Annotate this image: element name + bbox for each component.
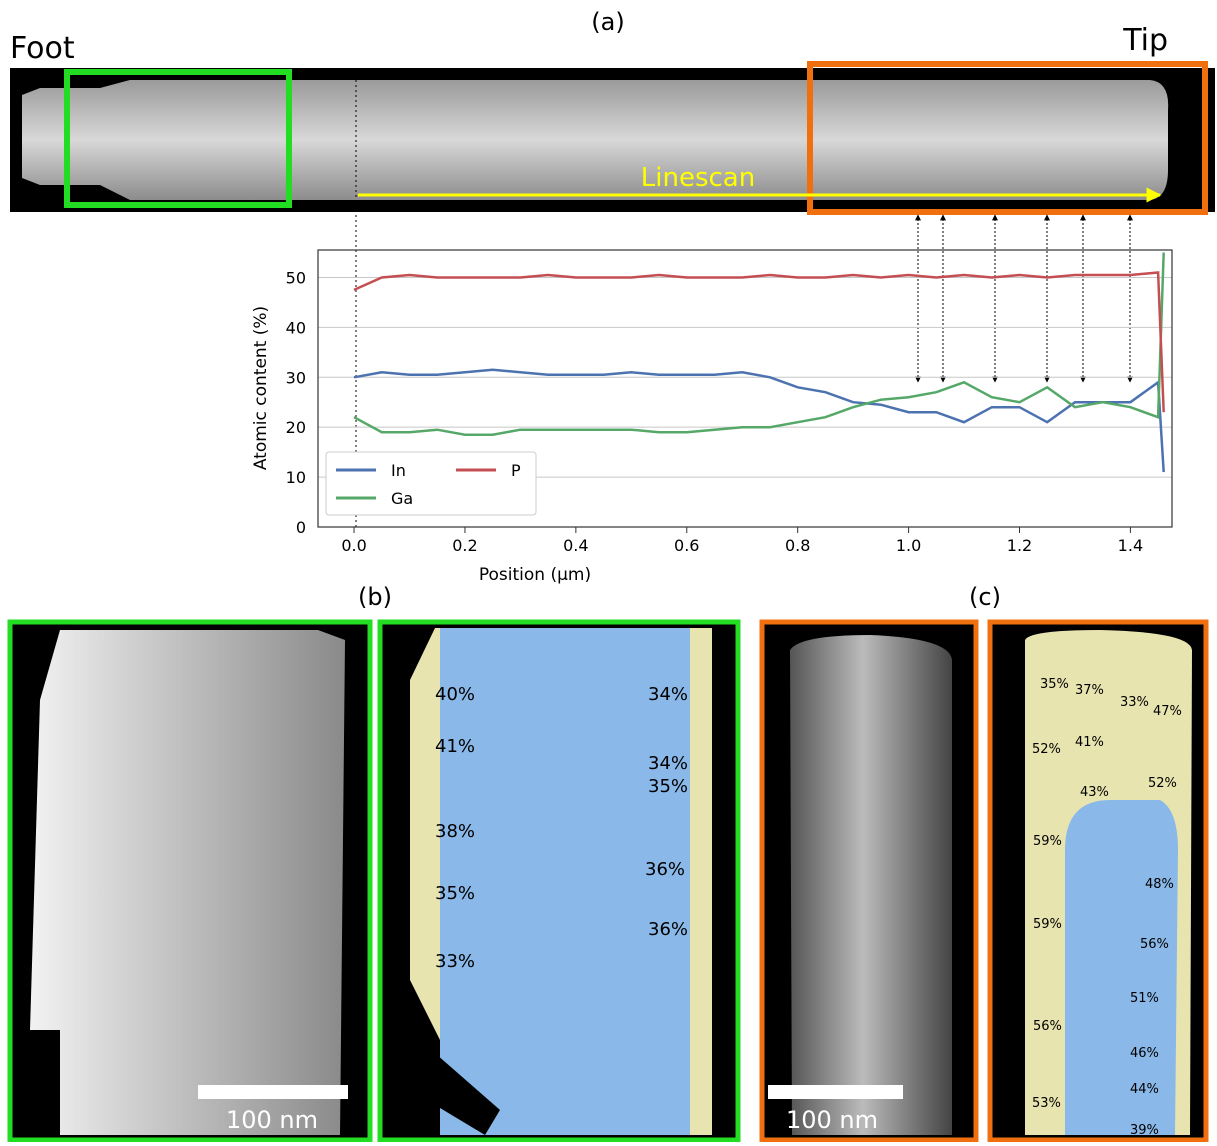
x-axis-label: Position (μm)	[479, 565, 591, 585]
percent-label: 56%	[1033, 1019, 1062, 1034]
percent-label: 47%	[1153, 704, 1182, 719]
series-line	[353, 271, 1165, 413]
panel-label: (c)	[969, 583, 1001, 611]
percent-label: 59%	[1033, 834, 1062, 849]
percent-label: 46%	[1130, 1046, 1159, 1061]
x-tick-label: 1.0	[896, 536, 921, 555]
percent-label: 56%	[1140, 937, 1169, 952]
linescan-label: Linescan	[641, 163, 755, 193]
percent-label: 48%	[1145, 877, 1174, 892]
tip-label: Tip	[1122, 23, 1168, 58]
percent-label: 37%	[1075, 683, 1104, 698]
y-tick-label: 10	[286, 468, 306, 487]
percent-label: 43%	[1080, 785, 1109, 800]
percent-label: 44%	[1130, 1082, 1159, 1097]
legend-label: P	[511, 461, 521, 480]
foot-label: Foot	[10, 31, 75, 66]
y-tick-label: 0	[296, 518, 306, 537]
percent-label: 40%	[435, 684, 475, 705]
percent-label: 35%	[1040, 677, 1069, 692]
percent-label: 52%	[1148, 776, 1177, 791]
x-tick-label: 0.2	[452, 536, 477, 555]
core	[1065, 800, 1178, 1135]
percent-label: 34%	[648, 753, 688, 774]
percent-label: 38%	[435, 821, 475, 842]
percent-label: 36%	[648, 919, 688, 940]
nanowire-b	[30, 630, 345, 1135]
y-tick-label: 50	[286, 268, 306, 287]
core	[440, 628, 690, 1135]
percent-label: 51%	[1130, 991, 1159, 1006]
percent-label: 59%	[1033, 917, 1062, 932]
percent-label: 33%	[435, 951, 475, 972]
x-tick-label: 0.6	[674, 536, 699, 555]
y-tick-label: 30	[286, 368, 306, 387]
percent-label: 35%	[648, 776, 688, 797]
x-tick-label: 1.4	[1118, 536, 1143, 555]
percent-label: 36%	[645, 859, 685, 880]
scale-label: 100 nm	[226, 1106, 318, 1134]
panel-label: (b)	[358, 583, 392, 611]
legend-label: Ga	[391, 489, 413, 508]
legend-label: In	[391, 461, 406, 480]
series-line	[353, 252, 1165, 436]
scale-bar	[198, 1085, 348, 1099]
foot-box	[64, 69, 292, 208]
percent-label: 41%	[1075, 735, 1104, 750]
scale-label: 100 nm	[786, 1106, 878, 1134]
panel-title: (a)	[591, 8, 624, 36]
legend-box	[325, 451, 537, 516]
percent-label: 41%	[435, 736, 475, 757]
percent-label: 33%	[1120, 695, 1149, 710]
x-tick-label: 0.8	[785, 536, 810, 555]
x-tick-label: 0.0	[341, 536, 366, 555]
tip-box	[807, 61, 1208, 215]
percent-label: 34%	[648, 684, 688, 705]
percent-label: 39%	[1130, 1123, 1159, 1138]
nanowire-c	[790, 635, 952, 1135]
percent-label: 53%	[1032, 1096, 1061, 1111]
y-tick-label: 20	[286, 418, 306, 437]
x-tick-label: 1.2	[1007, 536, 1032, 555]
scale-bar	[768, 1085, 903, 1099]
series-line	[353, 368, 1165, 473]
percent-label: 52%	[1032, 742, 1061, 757]
x-tick-label: 0.4	[563, 536, 588, 555]
y-axis-label: Atomic content (%)	[251, 306, 271, 470]
plot-frame	[317, 249, 1173, 528]
nanowire	[22, 80, 1169, 200]
percent-label: 35%	[435, 883, 475, 904]
y-tick-label: 40	[286, 318, 306, 337]
shadow	[410, 1040, 500, 1135]
